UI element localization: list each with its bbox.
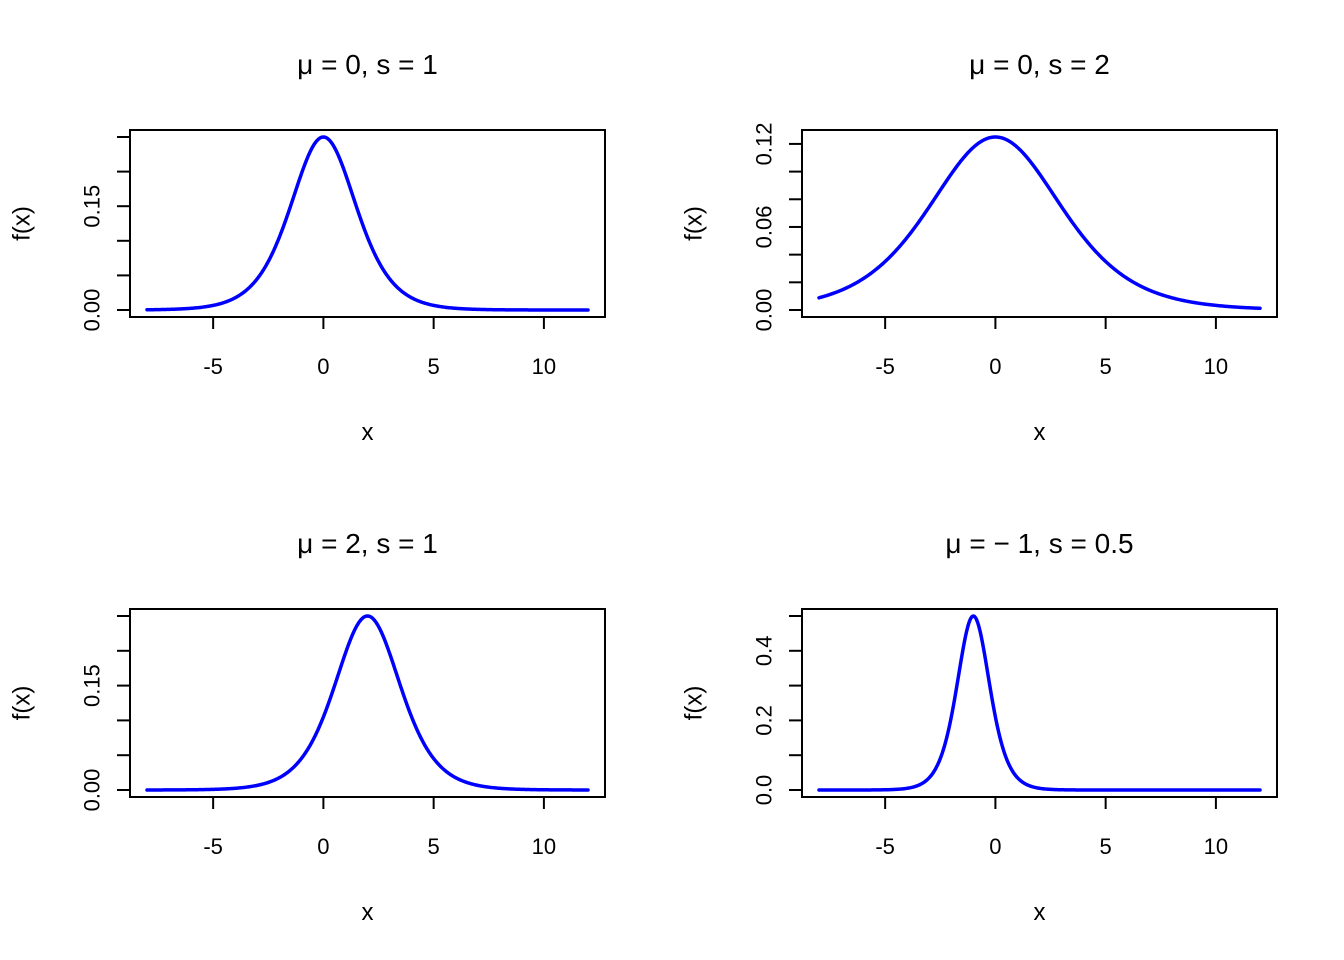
y-tick-label: 0.00	[752, 289, 777, 332]
x-tick-label: 5	[428, 354, 440, 379]
x-tick-label: 10	[532, 354, 556, 379]
y-tick-label: 0.2	[752, 705, 777, 736]
density-curve	[817, 135, 1262, 311]
y-axis-label: f(x)	[681, 206, 708, 241]
y-tick-label: 0.00	[80, 289, 105, 332]
y-tick-label: 0.15	[80, 185, 105, 228]
y-axis: 0.0 0.2 0.4	[752, 615, 803, 806]
x-tick-label: -5	[203, 834, 223, 859]
y-axis: 0.00 0.06 0.12	[752, 123, 803, 332]
x-tick-label: 0	[317, 354, 329, 379]
x-axis: -5 0 5 10	[875, 796, 1228, 859]
x-tick-label: 5	[1100, 354, 1112, 379]
y-axis-label: f(x)	[9, 686, 36, 721]
y-tick-label: 0.00	[80, 769, 105, 812]
panel-title: μ = 0, s = 2	[969, 49, 1110, 80]
plot-frame	[129, 608, 606, 798]
y-axis: 0.00 0.15	[80, 136, 131, 332]
x-tick-label: 5	[428, 834, 440, 859]
panel-title: μ = 2, s = 1	[297, 528, 438, 559]
y-tick-label: 0.06	[752, 206, 777, 249]
y-tick-label: 0.12	[752, 123, 777, 166]
plot-frame	[129, 129, 606, 318]
y-tick-label: 0.4	[752, 636, 777, 667]
x-tick-label: 5	[1100, 834, 1112, 859]
panel-3: μ = 2, s = 1 -5 0 5 10 0.00 0.15 x f(x)	[9, 528, 606, 926]
panel-1: μ = 0, s = 1 -5 0 5 10 0.00 0.15 x f(x)	[9, 49, 606, 446]
x-tick-label: 0	[989, 834, 1001, 859]
y-axis-label: f(x)	[9, 206, 36, 241]
panel-4: μ = − 1, s = 0.5 -5 0 5 10 0.0 0.2 0.4 x f(x)	[681, 528, 1278, 926]
panel-2: μ = 0, s = 2 -5 0 5 10 0.00 0.06 0.12 x f(x)	[681, 49, 1278, 446]
panel-title: μ = − 1, s = 0.5	[945, 528, 1133, 559]
x-axis: -5 0 5 10	[203, 316, 556, 379]
panel-title: μ = 0, s = 1	[297, 49, 438, 80]
x-axis-label: x	[362, 419, 374, 446]
x-axis-label: x	[1034, 899, 1046, 926]
y-tick-label: 0.0	[752, 775, 777, 806]
x-tick-label: 0	[989, 354, 1001, 379]
x-axis-label: x	[1034, 419, 1046, 446]
plot-frame	[801, 608, 1278, 798]
x-tick-label: -5	[203, 354, 223, 379]
density-curve	[145, 614, 590, 792]
x-axis: -5 0 5 10	[203, 796, 556, 859]
x-tick-label: 10	[1204, 834, 1228, 859]
y-axis: 0.00 0.15	[80, 615, 131, 812]
density-curve	[817, 614, 1262, 792]
x-tick-label: -5	[875, 354, 895, 379]
density-curve	[145, 135, 590, 312]
x-axis: -5 0 5 10	[875, 316, 1228, 379]
y-axis-label: f(x)	[681, 686, 708, 721]
x-tick-label: -5	[875, 834, 895, 859]
x-axis-label: x	[362, 899, 374, 926]
y-tick-label: 0.15	[80, 664, 105, 707]
x-tick-label: 0	[317, 834, 329, 859]
x-tick-label: 10	[1204, 354, 1228, 379]
x-tick-label: 10	[532, 834, 556, 859]
plot-frame	[801, 129, 1278, 318]
